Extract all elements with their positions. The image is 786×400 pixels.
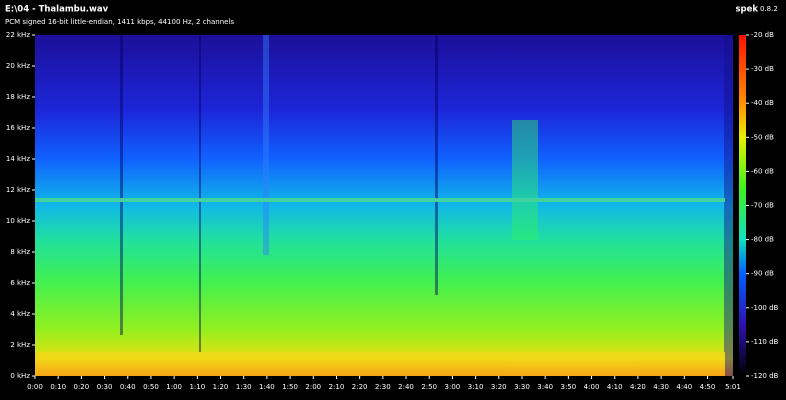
x-tick-label: 5:01 [725, 383, 741, 391]
color-tick-label: -60 dB [751, 167, 774, 175]
y-tick-label: 20 kHz [6, 62, 30, 70]
x-tick-label: 4:30 [653, 383, 669, 391]
x-tick-label: 2:10 [329, 383, 345, 391]
x-tick-label: 3:30 [514, 383, 530, 391]
color-tick-label: -110 dB [751, 338, 779, 346]
x-tick-label: 0:10 [50, 383, 66, 391]
color-tick-label: -40 dB [751, 99, 774, 107]
color-tick-label: -100 dB [751, 304, 779, 312]
x-tick-label: 0:50 [143, 383, 159, 391]
y-tick-label: 18 kHz [6, 93, 30, 101]
color-tick-label: -30 dB [751, 65, 774, 73]
x-tick-label: 4:40 [676, 383, 692, 391]
x-tick-label: 0:20 [74, 383, 90, 391]
x-tick-label: 2:20 [352, 383, 368, 391]
x-tick-label: 3:00 [445, 383, 461, 391]
y-tick-label: 16 kHz [6, 124, 30, 132]
y-tick-label: 22 kHz [6, 31, 30, 39]
x-tick-label: 1:00 [166, 383, 182, 391]
x-tick-label: 1:50 [282, 383, 298, 391]
x-tick-label: 3:10 [468, 383, 484, 391]
color-tick-label: -90 dB [751, 270, 774, 278]
color-tick-label: -50 dB [751, 133, 774, 141]
x-tick-label: 2:30 [375, 383, 391, 391]
x-tick-label: 4:10 [607, 383, 623, 391]
spectrogram [35, 35, 733, 376]
y-tick-label: 12 kHz [6, 186, 30, 194]
x-tick-label: 4:00 [584, 383, 600, 391]
y-tick-label: 2 kHz [10, 341, 30, 349]
x-tick-label: 2:00 [305, 383, 321, 391]
x-tick-label: 3:20 [491, 383, 507, 391]
file-title: E:\04 - Thalambu.wav [5, 5, 109, 15]
x-tick-label: 0:40 [120, 383, 136, 391]
color-scale [739, 35, 746, 376]
x-tick-label: 1:40 [259, 383, 275, 391]
y-tick-label: 4 kHz [10, 310, 30, 318]
x-tick-label: 0:30 [97, 383, 113, 391]
y-tick-label: 0 kHz [10, 372, 30, 380]
y-tick-label: 8 kHz [10, 248, 30, 256]
x-tick-label: 2:40 [398, 383, 414, 391]
file-info: PCM signed 16-bit little-endian, 1411 kb… [5, 18, 234, 26]
y-tick-label: 14 kHz [6, 155, 30, 163]
x-tick-label: 1:20 [213, 383, 229, 391]
x-tick-label: 1:10 [189, 383, 205, 391]
x-tick-label: 0:00 [27, 383, 43, 391]
color-tick-label: -70 dB [751, 202, 774, 210]
app-version: 0.8.2 [760, 5, 778, 13]
color-tick-label: -120 dB [751, 372, 779, 380]
app-name: spek [735, 5, 758, 15]
spectrogram-texture [35, 35, 733, 376]
x-tick-label: 2:50 [421, 383, 437, 391]
x-tick-label: 4:20 [630, 383, 646, 391]
x-tick-label: 3:40 [537, 383, 553, 391]
y-tick-label: 6 kHz [10, 279, 30, 287]
y-tick-label: 10 kHz [6, 217, 30, 225]
color-tick-label: -80 dB [751, 236, 774, 244]
x-tick-label: 1:30 [236, 383, 252, 391]
color-tick-label: -20 dB [751, 31, 774, 39]
x-tick-label: 4:50 [700, 383, 716, 391]
x-tick-label: 3:50 [560, 383, 576, 391]
